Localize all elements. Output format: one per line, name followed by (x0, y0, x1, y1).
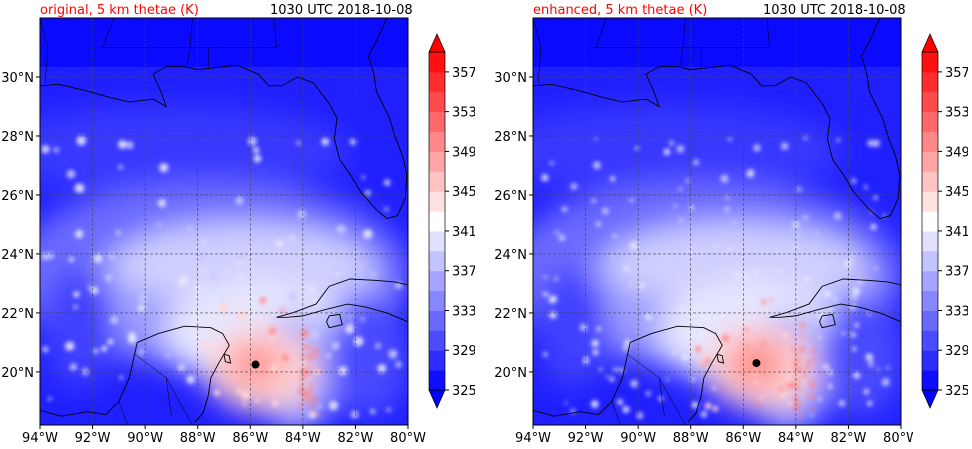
colorbar-segment (429, 191, 445, 212)
lat-tick-label: 30°N (1, 71, 34, 86)
colorbar-segment (429, 330, 445, 351)
lon-tick-label: 90°W (620, 431, 656, 446)
lon-tick-label: 90°W (127, 431, 163, 446)
colorbar-tick-label: 341 (452, 225, 475, 240)
colorbar-segment (922, 71, 938, 93)
lon-tick-label: 94°W (515, 431, 551, 446)
colorbar-segment (922, 111, 938, 133)
lat-tick-label: 22°N (494, 307, 527, 322)
colorbar-segment (429, 91, 445, 113)
panel-original: original, 5 km thetae (K) 1030 UTC 2018-… (0, 0, 475, 449)
colorbar-tick-label: 333 (945, 304, 968, 319)
colorbar-segment (429, 250, 445, 272)
colorbar-segment (922, 250, 938, 272)
colorbar-segment (922, 191, 938, 212)
storm-center-marker (251, 360, 260, 369)
colorbar-segment (922, 211, 938, 232)
colorbar-segment (922, 330, 938, 351)
colorbar-segment (429, 370, 445, 391)
panel-title: original, 5 km thetae (K) (40, 3, 199, 18)
lat-tick-label: 22°N (1, 307, 34, 322)
storm-center-marker (752, 359, 761, 368)
lon-tick-label: 86°W (725, 431, 761, 446)
lon-tick-label: 94°W (22, 431, 58, 446)
colorbar-segment (922, 151, 938, 172)
colorbar-segment (429, 52, 445, 73)
map-frame (39, 17, 409, 426)
colorbar-segment (922, 310, 938, 331)
colorbar-segment (429, 350, 445, 371)
colorbar-segment (429, 131, 445, 152)
panel-title: enhanced, 5 km thetae (K) (533, 3, 708, 18)
colorbar-segment (429, 71, 445, 93)
colorbar-segment (922, 270, 938, 292)
colorbar-max-arrow (921, 33, 939, 53)
colorbar-min-arrow (921, 389, 939, 409)
lon-tick-label: 88°W (673, 431, 709, 446)
lat-tick-label: 20°N (1, 366, 34, 381)
colorbar-tick-label: 329 (452, 344, 475, 359)
colorbar-segment (429, 151, 445, 172)
colorbar-segment (429, 211, 445, 232)
colorbar-tick-label: 341 (945, 225, 968, 240)
colorbar-tick-label: 349 (945, 145, 968, 160)
lat-tick-label: 20°N (494, 366, 527, 381)
colorbar-tick-label: 357 (452, 66, 475, 81)
colorbar-tick-label: 337 (945, 265, 968, 280)
colorbar-tick-label: 337 (452, 265, 475, 280)
panel-enhanced: enhanced, 5 km thetae (K) 1030 UTC 2018-… (493, 0, 968, 449)
colorbar-tick-label: 325 (452, 384, 475, 399)
colorbar-tick-label: 333 (452, 304, 475, 319)
lon-tick-label: 88°W (180, 431, 216, 446)
colorbar-segment (922, 91, 938, 113)
lon-tick-label: 80°W (390, 431, 426, 446)
colorbar-tick-label: 349 (452, 145, 475, 160)
colorbar-segment (922, 290, 938, 311)
colorbar-segment (429, 230, 445, 252)
colorbar-segment (922, 230, 938, 252)
lon-tick-label: 92°W (568, 431, 604, 446)
lon-tick-label: 82°W (830, 431, 866, 446)
map-frame (532, 17, 902, 426)
panel-timestamp: 1030 UTC 2018-10-08 (270, 3, 413, 18)
lat-tick-label: 24°N (494, 248, 527, 263)
panel-timestamp: 1030 UTC 2018-10-08 (763, 3, 906, 18)
lon-tick-label: 84°W (285, 431, 321, 446)
colorbar-segment (922, 350, 938, 371)
colorbar-tick-label: 345 (452, 185, 475, 200)
colorbar-tick-label: 329 (945, 344, 968, 359)
lon-tick-label: 92°W (75, 431, 111, 446)
lat-tick-label: 26°N (1, 189, 34, 204)
colorbar-tick-label: 345 (945, 185, 968, 200)
colorbar-segment (922, 52, 938, 73)
lon-tick-label: 84°W (778, 431, 814, 446)
lat-tick-label: 30°N (494, 71, 527, 86)
lat-tick-label: 26°N (494, 189, 527, 204)
colorbar-tick-label: 353 (452, 106, 475, 121)
colorbar-enhanced: 325 329 333 337 341 345 349 353 357 (921, 33, 968, 409)
colorbar-original: 325 329 333 337 341 345 349 353 357 (428, 33, 475, 409)
colorbar-segment (429, 270, 445, 292)
colorbar-min-arrow (428, 389, 446, 409)
colorbar-segment (922, 370, 938, 391)
lon-tick-label: 82°W (337, 431, 373, 446)
colorbar-max-arrow (428, 33, 446, 53)
colorbar-segment (922, 171, 938, 192)
lat-tick-label: 24°N (1, 248, 34, 263)
lat-tick-label: 28°N (494, 130, 527, 145)
colorbar-segment (429, 310, 445, 331)
colorbar-tick-label: 325 (945, 384, 968, 399)
map-plot-enhanced: 94°W 92°W 90°W 88°W 86°W 84°W 82°W 80°W 20°N 22°N… (494, 17, 913, 446)
map-plot-original: 94°W 92°W 90°W 88°W 86°W 84°W 82°W 80°W 20°N 22°N… (1, 17, 426, 446)
lon-tick-label: 80°W (883, 431, 913, 446)
colorbar-tick-label: 357 (945, 66, 968, 81)
colorbar-segment (429, 290, 445, 311)
colorbar-segment (429, 171, 445, 192)
colorbar-tick-label: 353 (945, 106, 968, 121)
lat-tick-label: 28°N (1, 130, 34, 145)
colorbar-segment (429, 111, 445, 133)
lon-tick-label: 86°W (232, 431, 268, 446)
colorbar-segment (922, 131, 938, 152)
